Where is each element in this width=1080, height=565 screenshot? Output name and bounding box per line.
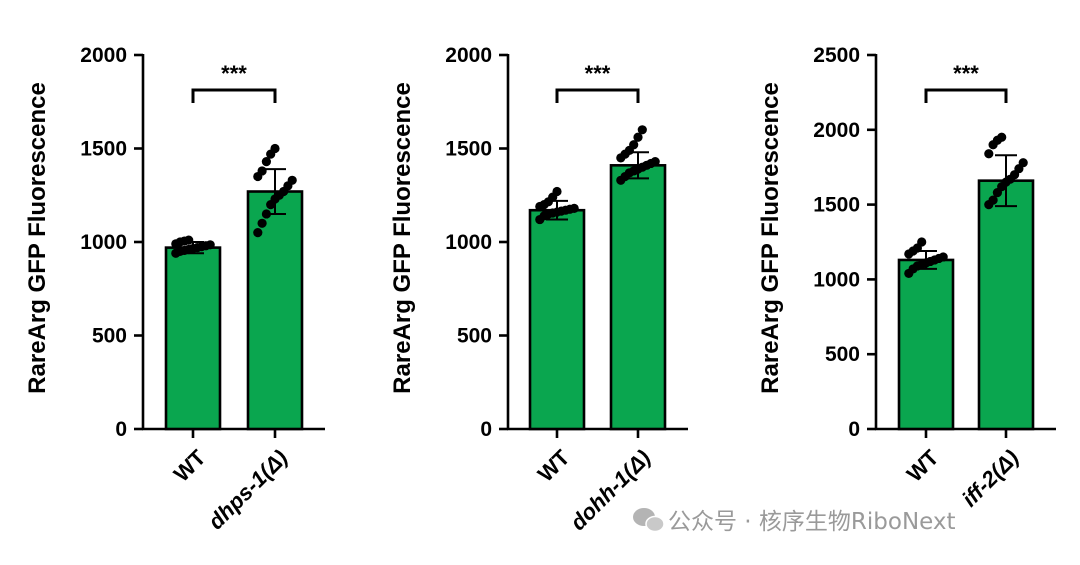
watermark-text: 公众号 · 核序生物RiboNext: [668, 509, 956, 535]
category-label: WT: [902, 444, 944, 486]
wechat-bubble-small: [645, 515, 665, 533]
significance-bracket: [924, 88, 1008, 103]
category-label: WT: [169, 444, 211, 486]
category-label: WT: [533, 444, 575, 486]
data-point: [253, 228, 263, 238]
data-point: [569, 203, 579, 213]
y-tick-label: 2000: [80, 44, 127, 67]
bar-mutant: [977, 179, 1035, 431]
data-point: [270, 143, 280, 154]
y-axis-label: RareArg GFP Fluorescence: [24, 82, 51, 394]
significance-label: ***: [585, 61, 611, 86]
data-point: [257, 166, 267, 176]
y-axis-label: RareArg GFP Fluorescence: [389, 82, 416, 394]
data-point: [650, 156, 660, 167]
data-point: [917, 237, 927, 247]
data-point: [261, 156, 271, 167]
bar-mutant: [609, 164, 667, 431]
watermark: 公众号 · 核序生物RiboNext: [633, 508, 956, 535]
y-tick-label: 1000: [813, 268, 860, 291]
y-tick-label: 500: [457, 325, 492, 348]
data-point: [287, 175, 297, 185]
data-point: [261, 209, 271, 219]
significance-bracket: [555, 88, 640, 103]
data-point: [984, 149, 994, 159]
y-tick-label: 2500: [813, 44, 860, 67]
y-tick-label: 0: [848, 418, 860, 441]
y-tick-label: 1000: [80, 231, 127, 254]
data-point: [1018, 158, 1028, 168]
bar-wt: [528, 208, 586, 431]
bar-wt: [164, 246, 222, 431]
data-point: [988, 195, 998, 205]
bar-mutant: [246, 190, 304, 431]
category-label: dhps-1(Δ): [203, 445, 292, 534]
data-point: [938, 252, 948, 262]
data-point: [637, 125, 647, 135]
y-tick-label: 1500: [445, 138, 492, 161]
wechat-icon: [633, 508, 665, 533]
data-point: [205, 240, 215, 250]
bar-wt: [897, 258, 955, 431]
data-point: [629, 140, 639, 150]
data-point: [997, 132, 1007, 142]
y-tick-label: 500: [825, 343, 860, 366]
significance-label: ***: [221, 61, 247, 86]
chart-panel-2: RareArg GFP Fluorescence 0 500 1000 1500 2000…: [389, 44, 688, 535]
data-point: [257, 218, 267, 228]
y-tick-label: 0: [115, 418, 127, 441]
data-point: [184, 235, 194, 245]
data-point: [552, 186, 562, 197]
y-tick-label: 2000: [813, 119, 860, 142]
y-tick-label: 1000: [445, 231, 492, 254]
y-tick-label: 500: [92, 325, 127, 348]
significance-bracket: [191, 88, 277, 103]
y-tick-label: 1500: [813, 194, 860, 217]
y-tick-label: 1500: [80, 138, 127, 161]
category-label: iff-2(Δ): [957, 445, 1024, 512]
y-axis-label: RareArg GFP Fluorescence: [757, 82, 784, 394]
y-tick-label: 2000: [445, 44, 492, 67]
chart-panel-3: RareArg GFP Fluorescence 0 500 1000 1500 2000…: [757, 44, 1056, 512]
data-point: [633, 132, 643, 142]
y-tick-label: 0: [480, 418, 492, 441]
significance-label: ***: [953, 61, 979, 86]
chart-panel-1: RareArg GFP Fluorescence 0 500 1000 1500 2000…: [24, 44, 325, 534]
